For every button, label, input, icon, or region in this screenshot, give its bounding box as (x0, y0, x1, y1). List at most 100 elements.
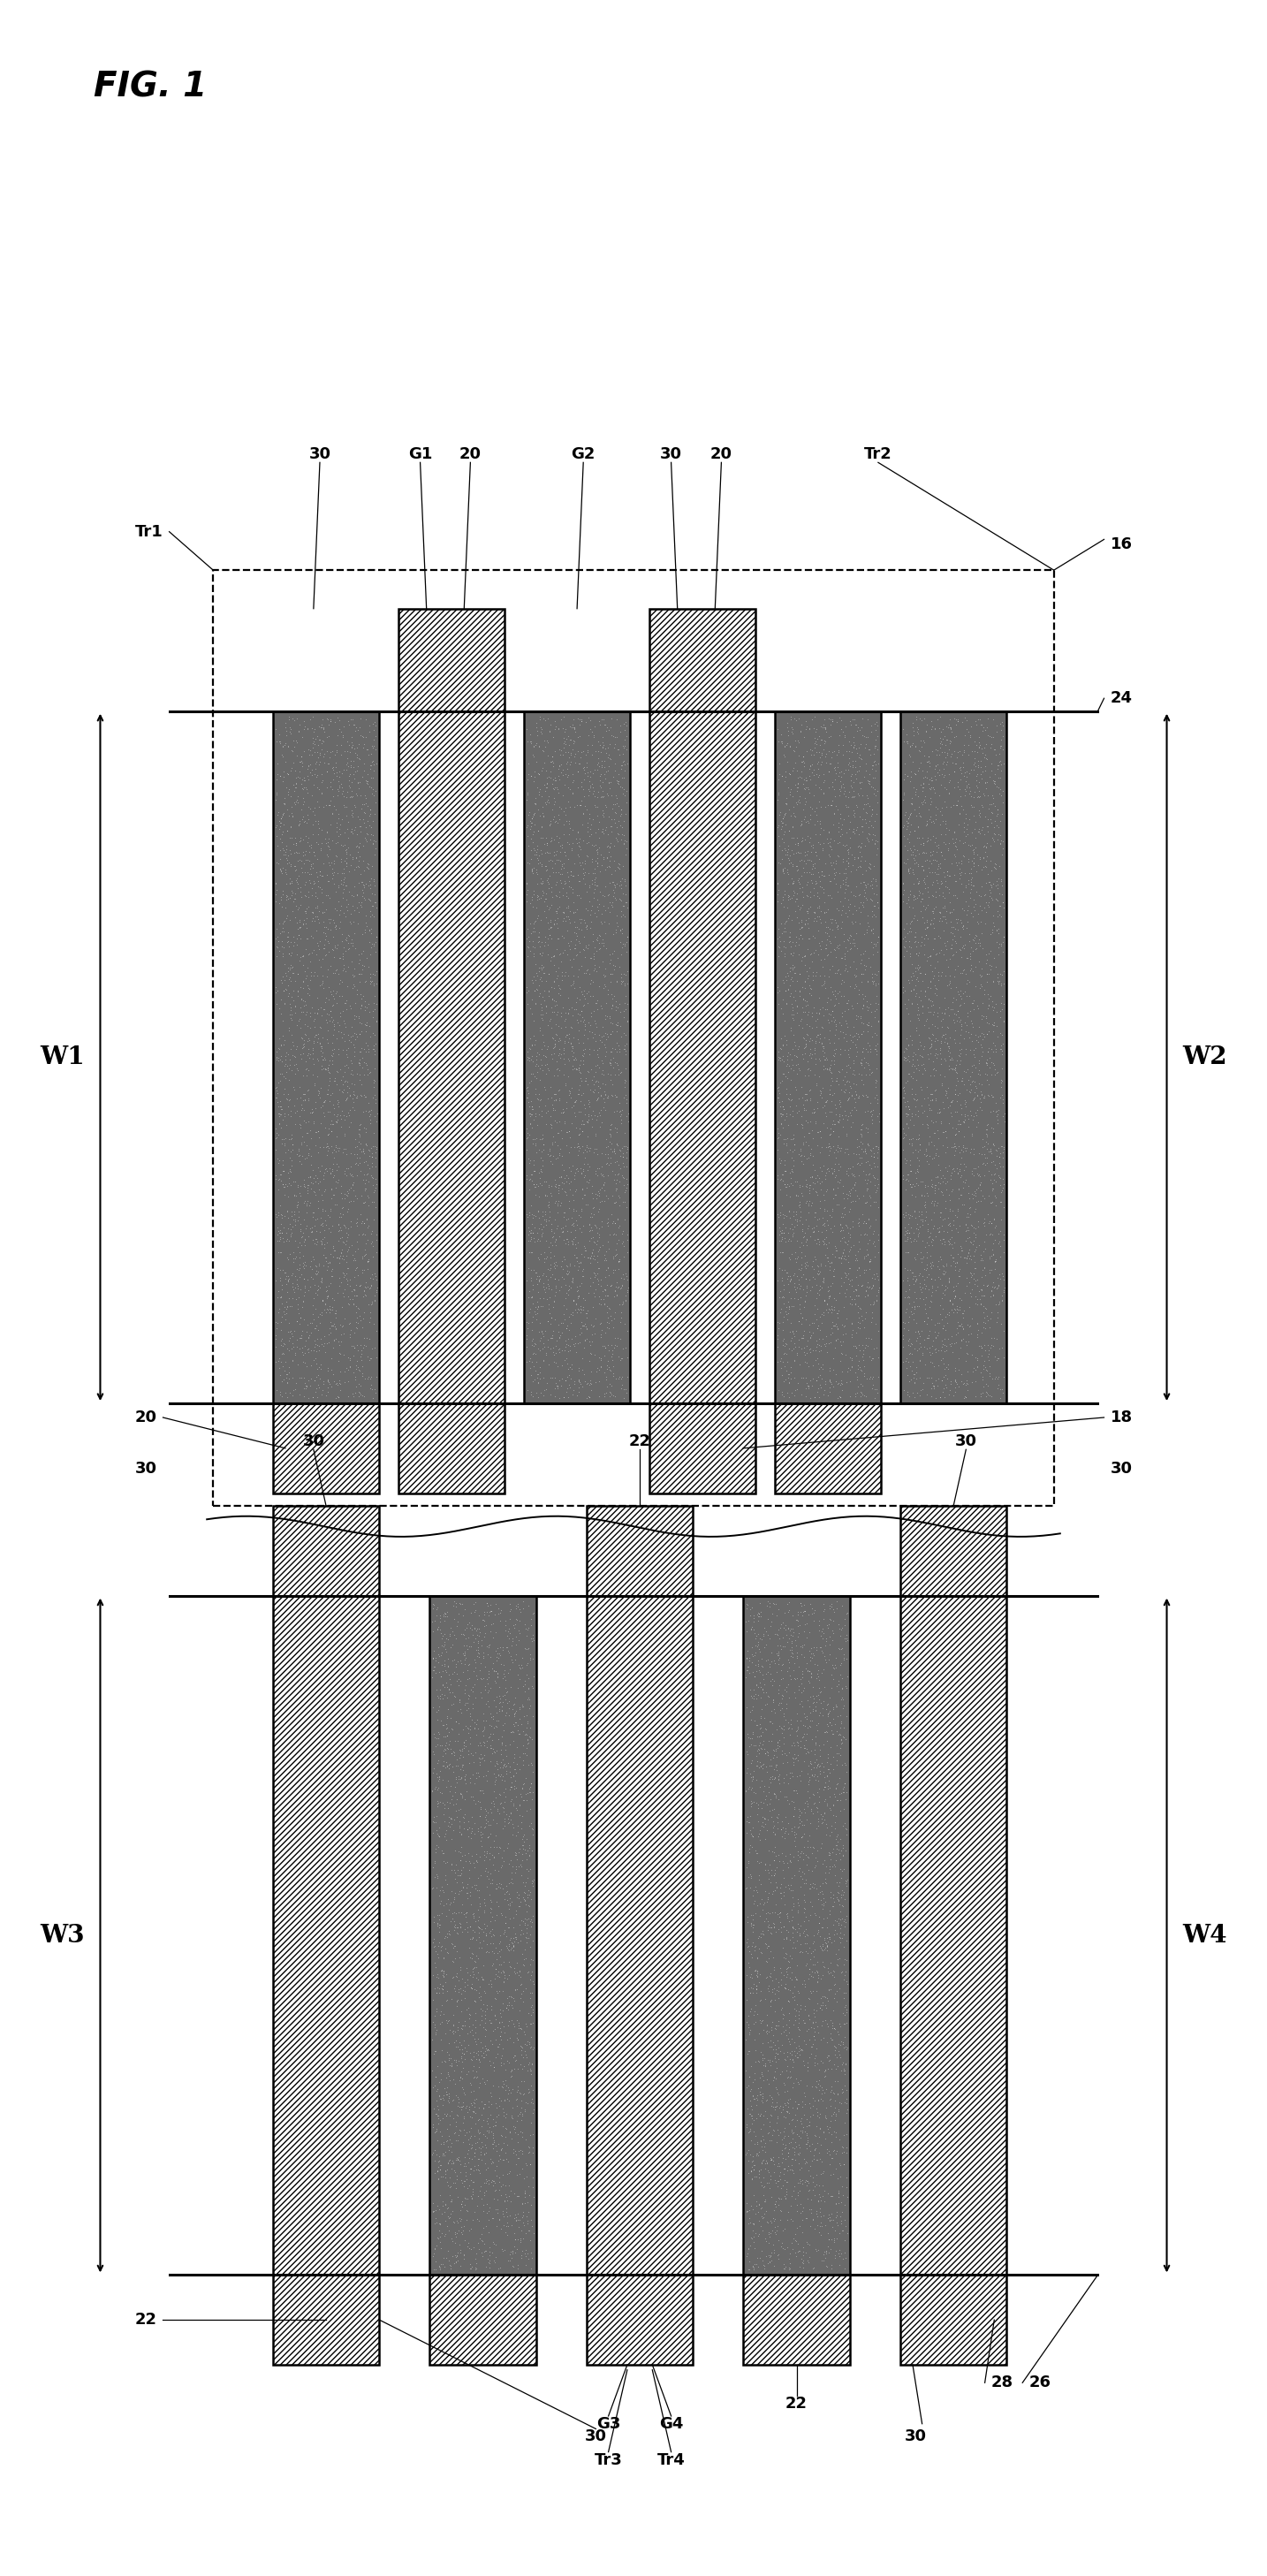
Point (939, 1260, 959, 1301)
Point (595, 1126, 616, 1167)
Point (466, 2056, 487, 2097)
Point (736, 2236, 756, 2277)
Point (601, 1054, 621, 1095)
Point (360, 1100, 380, 1141)
Point (329, 750, 350, 791)
Point (359, 1177, 379, 1218)
Point (841, 1340, 862, 1381)
Point (821, 2066, 841, 2107)
Point (438, 2210, 459, 2251)
Point (334, 1046, 355, 1087)
Point (774, 827, 794, 868)
Point (568, 1048, 588, 1090)
Point (984, 801, 1005, 842)
Point (266, 966, 286, 1007)
Point (353, 1270, 374, 1311)
Point (851, 938, 872, 979)
Point (294, 1221, 314, 1262)
Point (806, 732, 826, 773)
Point (487, 2154, 507, 2195)
Point (803, 1955, 824, 1996)
Point (799, 1662, 820, 1703)
Point (438, 1744, 459, 1785)
Point (896, 920, 916, 961)
Point (599, 1301, 620, 1342)
Point (594, 1373, 614, 1414)
Point (824, 1963, 844, 2004)
Point (592, 1133, 612, 1175)
Point (587, 1149, 607, 1190)
Point (799, 1048, 820, 1090)
Point (846, 1175, 867, 1216)
Point (786, 1770, 806, 1811)
Point (938, 1198, 958, 1239)
Point (337, 1283, 357, 1324)
Point (512, 1801, 532, 1842)
Point (945, 783, 965, 824)
Point (499, 1723, 519, 1765)
Point (927, 1182, 948, 1224)
Point (796, 1257, 816, 1298)
Point (469, 1736, 489, 1777)
Point (364, 801, 384, 842)
Point (775, 1968, 796, 2009)
Point (920, 1236, 940, 1278)
Point (741, 2094, 761, 2136)
Point (568, 1275, 588, 1316)
Point (333, 868, 353, 909)
Point (954, 1002, 974, 1043)
Point (603, 1306, 623, 1347)
Point (456, 2200, 476, 2241)
Point (592, 1154, 612, 1195)
Point (905, 1378, 925, 1419)
Point (290, 1296, 310, 1337)
Point (846, 1239, 867, 1280)
Point (844, 1154, 864, 1195)
Point (933, 873, 953, 914)
Point (815, 1206, 835, 1247)
Point (493, 1989, 513, 2030)
Point (533, 1231, 554, 1273)
Point (774, 1164, 794, 1206)
Point (286, 850, 307, 891)
Point (983, 783, 1003, 824)
Point (495, 1659, 516, 1700)
Point (982, 1162, 1002, 1203)
Point (604, 750, 625, 791)
Point (294, 1023, 314, 1064)
Point (523, 853, 544, 894)
Text: FIG. 1: FIG. 1 (94, 70, 208, 103)
Point (345, 711, 365, 752)
Point (587, 1208, 607, 1249)
Point (963, 1236, 983, 1278)
Point (533, 1123, 554, 1164)
Point (308, 1347, 328, 1388)
Point (903, 969, 924, 1010)
Point (788, 2030, 808, 2071)
Point (443, 2244, 464, 2285)
Point (941, 734, 962, 775)
Point (560, 732, 580, 773)
Point (821, 2115, 841, 2156)
Point (571, 1211, 592, 1252)
Point (824, 1736, 844, 1777)
Point (295, 951, 315, 992)
Point (519, 1680, 540, 1721)
Point (915, 1288, 935, 1329)
Point (332, 1193, 352, 1234)
Point (963, 1208, 983, 1249)
Point (973, 1275, 993, 1316)
Point (826, 953, 846, 994)
Point (972, 1036, 992, 1077)
Point (770, 1649, 791, 1690)
Point (574, 848, 594, 889)
Point (782, 2017, 802, 2058)
Point (525, 1221, 545, 1262)
Point (911, 925, 931, 966)
Point (438, 1759, 459, 1801)
Point (343, 1327, 364, 1368)
Point (813, 2195, 834, 2236)
Point (751, 1759, 772, 1801)
Point (843, 1018, 863, 1059)
Point (893, 778, 914, 819)
